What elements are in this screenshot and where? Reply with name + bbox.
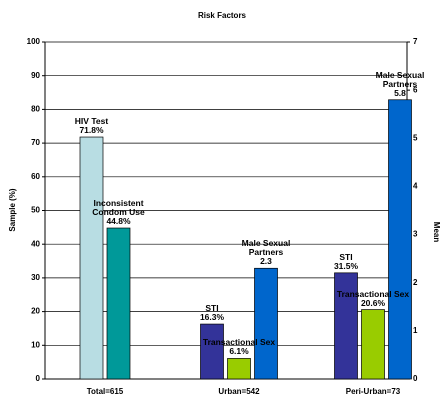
data-label-value: 5.8 xyxy=(394,87,406,98)
y-tick-label: 100 xyxy=(27,37,41,46)
data-label-value: 6.1% xyxy=(229,346,249,357)
y2-tick-label: 7 xyxy=(413,37,418,46)
y-axis-label: Sample (%) xyxy=(8,188,17,231)
data-label-name: HIV Test xyxy=(74,116,109,127)
y2-tick-label: 6 xyxy=(413,85,418,94)
data-label: Inconsistent Condom Use 44.8% xyxy=(82,199,156,226)
data-label: Male Sexual Partners 2.3 xyxy=(229,239,303,266)
data-label-value: 20.6% xyxy=(360,297,386,308)
bar xyxy=(334,272,358,380)
data-label-name: Transactional Sex xyxy=(336,288,410,299)
data-label: Transactional Sex 6.1% xyxy=(202,338,276,356)
data-label-value: 16.3% xyxy=(199,312,225,323)
data-label: Transactional Sex 20.6% xyxy=(336,288,410,308)
bar xyxy=(227,358,251,380)
data-label-value: 71.8% xyxy=(79,125,104,136)
chart-title: Risk Factors xyxy=(198,11,247,20)
data-label-value: 31.5% xyxy=(333,260,359,271)
data-label-name: Male Sexual Partners xyxy=(375,69,425,89)
data-label-name: STI xyxy=(339,251,353,262)
bar xyxy=(200,323,224,380)
y-tick-label: 70 xyxy=(31,138,40,147)
bar xyxy=(79,136,104,380)
y2-axis-label: Mean xyxy=(432,222,440,243)
y2-tick-label: 5 xyxy=(413,133,418,142)
x-tick-label: Peri-Urban=73 xyxy=(346,387,401,394)
data-label: STI 16.3% xyxy=(175,304,249,322)
bar xyxy=(254,267,278,380)
y-tick-label: 50 xyxy=(31,206,40,215)
data-label-name: Inconsistent Condom Use xyxy=(92,198,145,218)
x-tick-label: Total=615 xyxy=(87,387,124,394)
data-label-name: Male Sexual Partners xyxy=(241,238,291,258)
data-label: Male Sexual Partners 5.8 xyxy=(363,69,437,98)
y-tick-label: 30 xyxy=(31,273,40,282)
y-tick-label: 20 xyxy=(31,307,40,316)
y2-tick-label: 4 xyxy=(413,182,418,191)
y2-tick-label: 3 xyxy=(413,230,418,239)
data-label: STI 31.5% xyxy=(309,251,383,271)
data-label: HIV Test 71.8% xyxy=(55,117,129,135)
data-label-value: 2.3 xyxy=(260,256,272,267)
y-tick-label: 10 xyxy=(31,340,40,349)
bar xyxy=(361,309,385,380)
y2-tick-label: 2 xyxy=(413,278,418,287)
y-tick-label: 40 xyxy=(31,239,40,248)
y-tick-label: 80 xyxy=(31,105,40,114)
y2-tick-label: 0 xyxy=(413,374,418,383)
data-label-name: STI xyxy=(205,303,219,314)
y2-tick-label: 1 xyxy=(413,326,418,335)
data-label-name: Transactional Sex xyxy=(202,337,276,348)
x-tick-label: Urban=542 xyxy=(218,387,260,394)
bar xyxy=(106,227,131,380)
bar xyxy=(388,99,412,380)
y-tick-label: 60 xyxy=(31,172,40,181)
data-label-value: 44.8% xyxy=(106,216,131,227)
y-tick-label: 90 xyxy=(31,71,40,80)
y-tick-label: 0 xyxy=(36,374,41,383)
